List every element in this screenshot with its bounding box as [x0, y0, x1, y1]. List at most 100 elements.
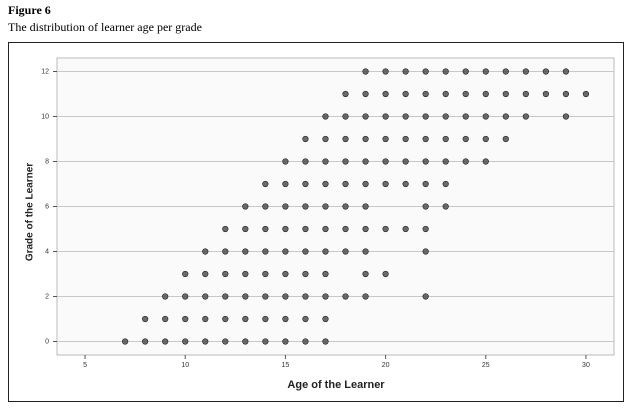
point — [162, 315, 169, 323]
point — [242, 270, 249, 278]
point — [402, 113, 409, 120]
point — [462, 113, 469, 120]
point — [322, 338, 329, 345]
point — [262, 203, 269, 210]
point — [442, 203, 449, 210]
point — [442, 180, 449, 188]
point — [382, 158, 389, 165]
point — [222, 293, 229, 300]
point — [482, 158, 489, 165]
x-tick-label: 5 — [83, 362, 87, 369]
point — [262, 180, 269, 188]
point — [502, 90, 509, 98]
point — [422, 180, 429, 188]
x-tick-label: 30 — [582, 362, 590, 369]
point — [202, 338, 209, 345]
point — [442, 158, 449, 165]
point — [362, 90, 369, 98]
point — [422, 68, 429, 75]
point — [362, 135, 369, 143]
point — [422, 135, 429, 143]
point — [182, 315, 189, 323]
point — [342, 135, 349, 143]
point — [402, 180, 409, 188]
point — [362, 270, 369, 278]
point — [522, 90, 529, 98]
y-tick-label: 12 — [41, 68, 49, 75]
x-axis-label: Age of the Learner — [287, 379, 385, 391]
point — [422, 225, 429, 233]
point — [302, 338, 309, 345]
y-tick-label: 8 — [45, 158, 49, 165]
point — [302, 248, 309, 255]
point — [202, 315, 209, 323]
x-tick-label: 25 — [482, 362, 490, 369]
point — [462, 135, 469, 143]
point — [382, 90, 389, 98]
point — [262, 315, 269, 323]
point — [502, 135, 509, 143]
point — [322, 203, 329, 210]
point — [222, 338, 229, 345]
point — [402, 90, 409, 98]
point — [382, 135, 389, 143]
point — [562, 113, 570, 120]
point — [322, 158, 329, 165]
point — [482, 113, 489, 120]
y-tick-label: 6 — [45, 203, 49, 210]
point — [242, 203, 249, 210]
point — [382, 68, 389, 75]
point — [362, 293, 369, 300]
point — [402, 68, 409, 75]
point — [542, 68, 549, 75]
point — [322, 315, 329, 323]
point — [202, 270, 209, 278]
point — [262, 248, 269, 255]
point — [142, 338, 149, 345]
point — [302, 158, 309, 165]
chart-title: The distribution of learner age per grad… — [8, 20, 202, 34]
point — [322, 113, 329, 120]
point — [242, 315, 249, 323]
point — [242, 248, 249, 255]
point — [342, 293, 349, 300]
x-tick-label: 15 — [282, 362, 290, 369]
point — [442, 90, 449, 98]
point — [122, 338, 129, 345]
point — [422, 158, 429, 165]
point — [582, 90, 590, 98]
point — [322, 225, 329, 233]
point — [402, 225, 409, 233]
point — [382, 113, 389, 120]
point — [462, 158, 469, 165]
point — [542, 90, 549, 98]
point — [362, 158, 369, 165]
point — [362, 68, 369, 75]
point — [242, 293, 249, 300]
point — [442, 68, 449, 75]
point — [382, 180, 389, 188]
point — [302, 180, 309, 188]
point — [402, 135, 409, 143]
point — [362, 180, 369, 188]
point — [282, 270, 289, 278]
x-tick-label: 20 — [382, 362, 390, 369]
point — [342, 113, 349, 120]
figure-label: Figure 6 — [8, 3, 51, 17]
point — [282, 293, 289, 300]
point — [282, 315, 289, 323]
y-tick-label: 2 — [45, 293, 49, 300]
point — [302, 270, 309, 278]
point — [242, 225, 249, 233]
point — [442, 113, 449, 120]
point — [302, 315, 309, 323]
point — [322, 180, 329, 188]
point — [282, 248, 289, 255]
point — [462, 68, 469, 75]
x-tick-label: 10 — [181, 362, 189, 369]
point — [322, 293, 329, 300]
point — [422, 90, 429, 98]
point — [302, 293, 309, 300]
point — [222, 315, 229, 323]
